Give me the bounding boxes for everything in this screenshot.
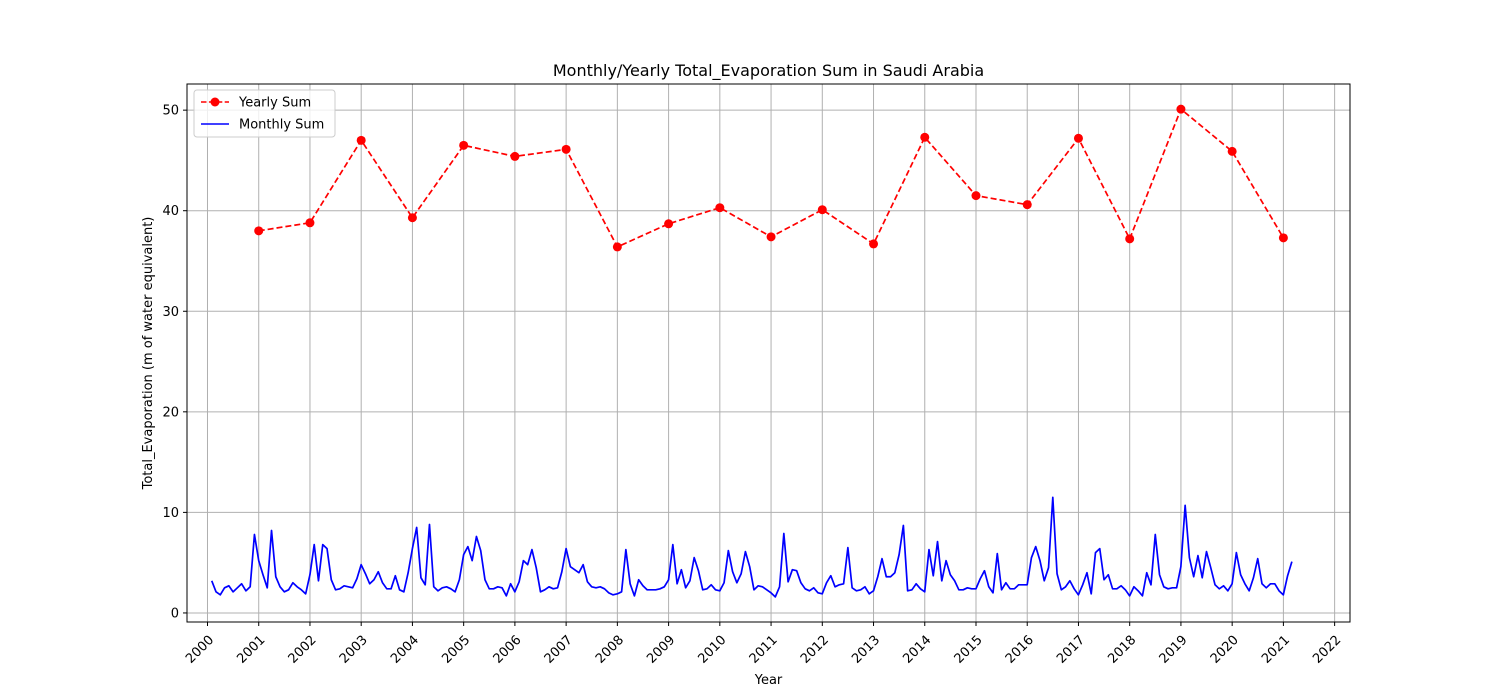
y-tick-label: 50	[162, 104, 179, 119]
yearly-sum-point	[254, 226, 264, 236]
yearly-sum-point	[766, 232, 776, 242]
yearly-sum-point	[510, 151, 520, 161]
yearly-sum-point	[612, 242, 622, 252]
legend-yearly-label: Yearly Sum	[238, 96, 311, 111]
chart-title: Monthly/Yearly Total_Evaporation Sum in …	[553, 61, 984, 81]
plot-frame	[186, 83, 1351, 623]
y-axis-title: Total_Evaporation (m of water equivalent…	[141, 217, 156, 491]
monthly-sum-line	[210, 496, 1293, 598]
yearly-sum-point	[1227, 146, 1237, 156]
legend-box	[193, 89, 336, 138]
legend: Yearly Sum Monthly Sum	[193, 89, 336, 138]
yearly-sum-point	[715, 203, 725, 213]
series-layer	[210, 104, 1293, 598]
yearly-sum-point	[1073, 133, 1083, 143]
legend-monthly-label: Monthly Sum	[239, 118, 324, 133]
yearly-sum-point	[1176, 104, 1186, 114]
yearly-sum-point	[664, 219, 674, 229]
y-tick-label: 40	[162, 204, 179, 219]
yearly-sum-point	[561, 144, 571, 154]
y-tick-label: 10	[162, 506, 179, 521]
yearly-sum-point	[1278, 233, 1288, 243]
yearly-sum-point	[920, 132, 930, 142]
yearly-sum-point	[971, 191, 981, 201]
yearly-sum-point	[459, 140, 469, 150]
grid	[187, 84, 1350, 622]
yearly-sum-point	[869, 239, 879, 249]
yearly-sum-point	[305, 218, 315, 228]
yearly-sum-point	[817, 205, 827, 215]
yearly-sum-point	[356, 135, 366, 145]
y-tick-label: 0	[171, 606, 179, 621]
x-axis-title: Year	[754, 673, 783, 688]
yearly-sum-point	[407, 213, 417, 223]
y-tick-label: 20	[162, 405, 179, 420]
y-tick-label: 30	[162, 305, 179, 320]
yearly-sum-point	[1022, 200, 1032, 210]
legend-yearly-marker	[210, 97, 220, 107]
yearly-sum-point	[1125, 234, 1135, 244]
